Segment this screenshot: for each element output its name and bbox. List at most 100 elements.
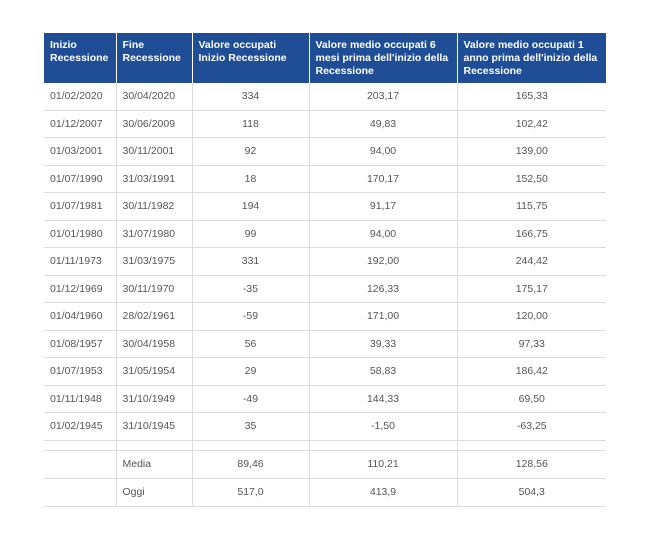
table-cell: 56 [192,330,310,358]
table-cell: 30/04/1958 [116,330,193,358]
table-cell: -59 [192,302,310,331]
table-cell: -1,50 [309,412,458,441]
table-row: 01/08/1957 30/04/1958 56 39,33 97,33 [44,330,606,358]
table-cell: 01/02/1945 [44,412,117,441]
table-cell: 334 [192,83,310,111]
table-cell: 97,33 [457,330,606,358]
table-cell: 331 [192,247,310,276]
table-row: 01/12/2007 30/06/2009 118 49,83 102,42 [44,110,606,138]
recession-data-table: Inizio Recessione Fine Recessione Valore… [44,33,606,507]
header-valore-occupati: Valore occupati Inizio Recessione [192,33,310,83]
table-cell: 244,42 [457,247,606,276]
table-cell [457,440,606,451]
summary-row: Oggi 517,0 413,9 504,3 [44,478,606,507]
table-cell: 118 [192,110,310,138]
table-cell: -49 [192,385,310,413]
table-cell: 192,00 [309,247,458,276]
table-cell: 01/07/1981 [44,192,117,221]
table-cell: 89,46 [192,450,310,479]
table-cell: Media [116,450,193,479]
table-cell: 152,50 [457,165,606,193]
table-cell: 139,00 [457,137,606,166]
table-cell: 115,75 [457,192,606,221]
table-row: 01/11/1973 31/03/1975 331 192,00 244,42 [44,247,606,276]
table-cell: 01/03/2001 [44,137,117,166]
table-cell [44,450,117,479]
table-cell: 170,17 [309,165,458,193]
table-cell: 166,75 [457,220,606,248]
table-cell: 01/04/1960 [44,302,117,331]
table-cell: 194 [192,192,310,221]
table-cell: 01/07/1953 [44,357,117,386]
table-cell: 01/08/1957 [44,330,117,358]
table-cell: 128,56 [457,450,606,479]
table-cell: 171,00 [309,302,458,331]
table-row: 01/11/1948 31/10/1949 -49 144,33 69,50 [44,385,606,413]
table-body: 01/02/2020 30/04/2020 334 203,17 165,33 01/12… [44,83,606,507]
table-row: 01/03/2001 30/11/2001 92 94,00 139,00 [44,137,606,166]
table-cell: 31/07/1980 [116,220,193,248]
table-cell: 39,33 [309,330,458,358]
table-row: 01/07/1981 30/11/1982 194 91,17 115,75 [44,192,606,221]
table-cell: 31/03/1991 [116,165,193,193]
table-row: 01/12/1969 30/11/1970 -35 126,33 175,17 [44,275,606,303]
table-header: Inizio Recessione Fine Recessione Valore… [44,33,606,83]
table-cell: 31/10/1945 [116,412,193,441]
table-cell [192,440,310,451]
header-media-6-mesi: Valore medio occupati 6 mesi prima dell'… [309,33,458,83]
table-cell: 94,00 [309,220,458,248]
table-cell: 31/03/1975 [116,247,193,276]
table-row: 01/07/1953 31/05/1954 29 58,83 186,42 [44,357,606,386]
table-row: 01/02/2020 30/04/2020 334 203,17 165,33 [44,83,606,111]
table-cell: 99 [192,220,310,248]
table-cell: 28/02/1961 [116,302,193,331]
header-fine-recessione: Fine Recessione [116,33,193,83]
table-cell: 120,00 [457,302,606,331]
table-row: 01/04/1960 28/02/1961 -59 171,00 120,00 [44,302,606,331]
table-cell: 186,42 [457,357,606,386]
table-cell [309,440,458,451]
header-inizio-recessione: Inizio Recessione [44,33,117,83]
table-cell: 126,33 [309,275,458,303]
table-cell: 102,42 [457,110,606,138]
table-cell: 91,17 [309,192,458,221]
table-cell: 01/12/2007 [44,110,117,138]
table-cell: 29 [192,357,310,386]
table-cell: 517,0 [192,478,310,507]
table-cell: 203,17 [309,83,458,111]
table-cell: 01/11/1948 [44,385,117,413]
table-cell: 01/02/2020 [44,83,117,111]
table-row: 01/02/1945 31/10/1945 35 -1,50 -63,25 [44,412,606,441]
table-cell: 01/11/1973 [44,247,117,276]
table-cell: 413,9 [309,478,458,507]
table-cell: 175,17 [457,275,606,303]
table-cell: 35 [192,412,310,441]
summary-row: Media 89,46 110,21 128,56 [44,450,606,479]
table-cell [44,478,117,507]
table-cell: 504,3 [457,478,606,507]
table-spacer-row [44,440,606,451]
table-row: 01/01/1980 31/07/1980 99 94,00 166,75 [44,220,606,248]
table-cell: 31/05/1954 [116,357,193,386]
table-cell: 18 [192,165,310,193]
table-cell: 69,50 [457,385,606,413]
table-cell: -35 [192,275,310,303]
table-cell: 110,21 [309,450,458,479]
table-cell: 165,33 [457,83,606,111]
table-cell: 01/07/1990 [44,165,117,193]
table-cell: 30/11/1982 [116,192,193,221]
table-cell: 144,33 [309,385,458,413]
table-cell: 30/11/1970 [116,275,193,303]
table-cell [44,440,117,451]
recession-table: Inizio Recessione Fine Recessione Valore… [44,33,606,507]
header-row: Inizio Recessione Fine Recessione Valore… [44,33,606,83]
table-cell: 58,83 [309,357,458,386]
table-cell: 49,83 [309,110,458,138]
table-cell [116,440,193,451]
header-media-1-anno: Valore medio occupati 1 anno prima dell'… [457,33,606,83]
table-cell: 94,00 [309,137,458,166]
table-cell: 92 [192,137,310,166]
table-cell: 01/01/1980 [44,220,117,248]
table-cell: 31/10/1949 [116,385,193,413]
table-cell: 30/06/2009 [116,110,193,138]
